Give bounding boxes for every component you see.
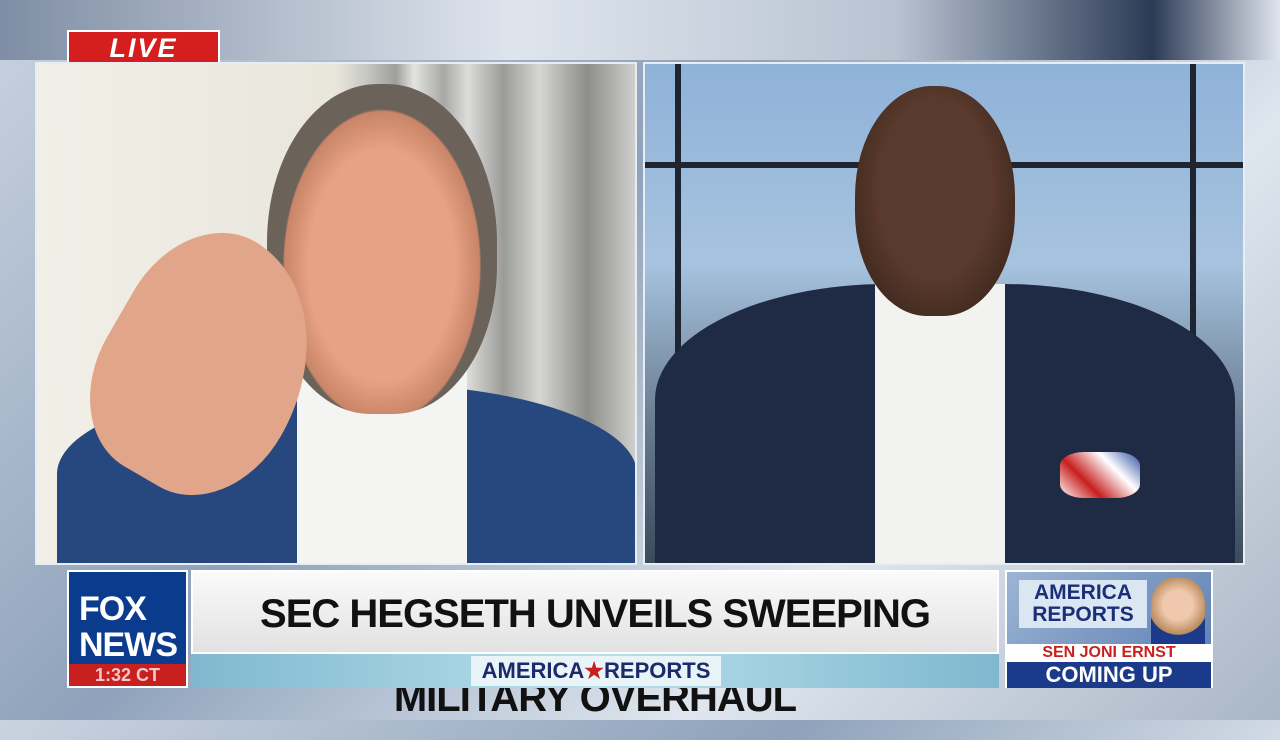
promo-show-title: AMERICA REPORTS xyxy=(1019,580,1147,628)
promo-guest-name: SEN JONI ERNST xyxy=(1007,644,1211,662)
coming-up-promo: AMERICA REPORTS SEN JONI ERNST COMING UP xyxy=(1005,570,1213,688)
live-badge: LIVE xyxy=(67,30,220,66)
clock: 1:32 CT xyxy=(69,664,186,686)
window-frame xyxy=(1190,64,1196,563)
fox-news-logo: FOX NEWS 1:32 CT xyxy=(67,570,188,688)
logo-news-text: NEWS xyxy=(79,626,178,664)
promo-guest-photo xyxy=(1151,578,1205,646)
window-frame xyxy=(675,64,681,563)
show-name: AMERICA★REPORTS xyxy=(471,656,721,686)
star-icon: ★ xyxy=(584,658,605,683)
headline: SEC HEGSETH UNVEILS SWEEPING MILITARY OV… xyxy=(191,570,999,720)
guest-video-right xyxy=(643,62,1245,565)
guest-right-head xyxy=(855,86,1015,316)
promo-status: COMING UP xyxy=(1007,662,1211,688)
show-name-part2: REPORTS xyxy=(604,658,711,683)
logo-fox-text: FOX xyxy=(79,590,147,628)
show-name-part1: AMERICA xyxy=(481,658,585,683)
lower-third-chyron: FOX NEWS 1:32 CT SEC HEGSETH UNVEILS SWE… xyxy=(67,570,1213,720)
pocket-square xyxy=(1060,452,1140,498)
guest-right-shirt xyxy=(875,284,1005,563)
show-bar: AMERICA★REPORTS xyxy=(191,654,999,688)
guest-video-left xyxy=(35,62,637,565)
